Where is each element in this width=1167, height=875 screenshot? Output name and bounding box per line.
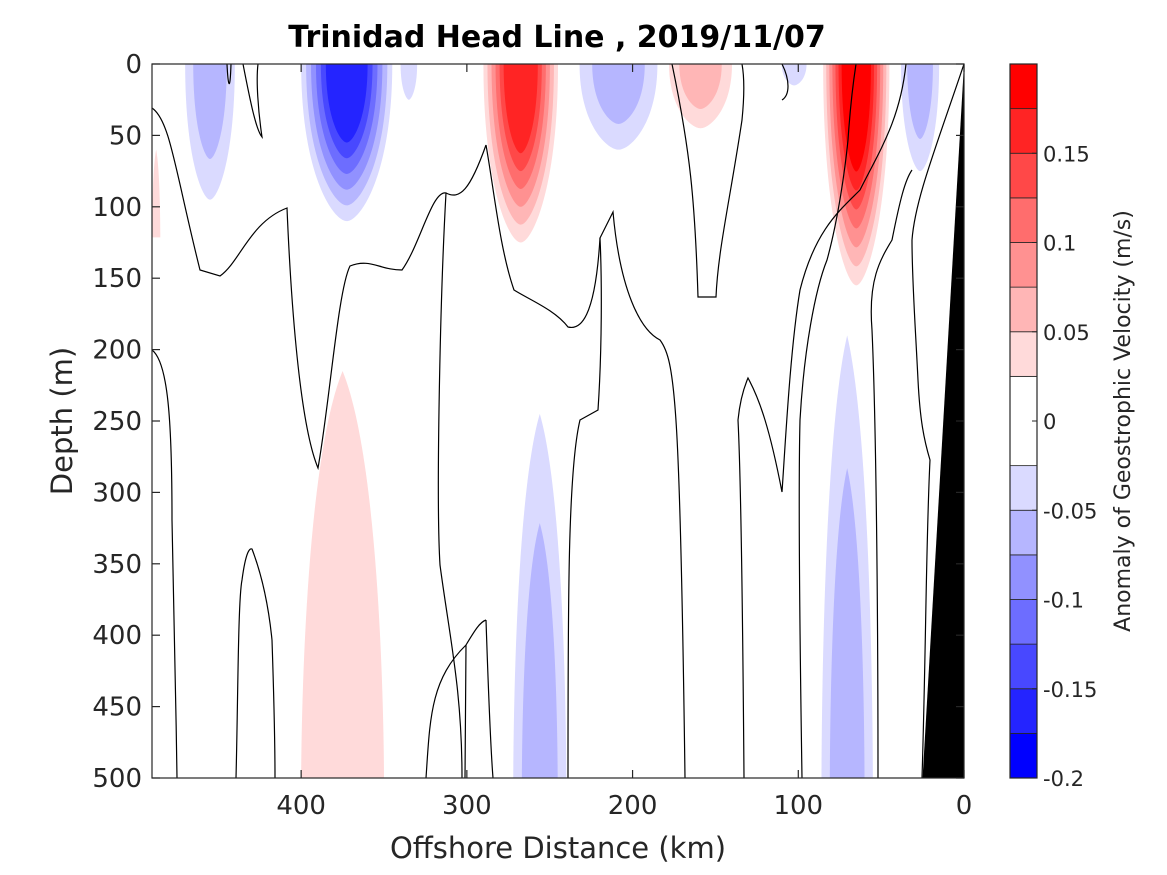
anomaly-band [400,64,418,100]
anomaly-band [152,149,161,238]
colorbar-swatch [1009,242,1038,288]
anomaly-band [829,468,865,778]
y-tick-label: 450 [92,693,142,723]
colorbar-swatch [1009,554,1038,600]
zero-contour-line [798,64,857,778]
zero-contour-line [226,64,789,139]
y-tick-label: 150 [92,264,142,294]
positive-anomaly-9 [152,149,161,238]
colorbar-tick-label: -0.15 [1043,678,1097,702]
anomaly-band [325,64,368,143]
y-tick-label: 250 [92,407,142,437]
x-axis-ticks: 400 300 200 100 0 [276,64,972,821]
x-axis-label: Offshore Distance (km) [390,831,726,865]
colorbar-swatch [1009,732,1038,779]
zero-contour-line [235,548,276,778]
y-tick-label: 500 [92,764,142,794]
plot-area [152,64,964,778]
x-tick-label: 300 [442,791,492,821]
y-tick-label: 300 [92,478,142,508]
zero-contour-line [567,209,686,778]
colorbar-swatch [1009,331,1038,377]
y-tick-label: 0 [125,50,142,80]
y-tick-label: 200 [92,336,142,366]
zero-contour-line [671,64,745,298]
zero-contour-line [911,64,964,778]
velocity-fills [152,64,964,778]
positive-anomaly-10 [301,371,384,778]
zero-contour-line [485,144,601,329]
colorbar-swatch [1009,509,1038,556]
colorbar-swatch [1009,465,1038,511]
colorbar: -0.2 -0.15 -0.1 -0.05 0 0.05 0.1 0.15 [1009,63,1097,791]
anomaly-band [521,523,558,778]
x-tick-label: 200 [608,791,658,821]
colorbar-swatch [1009,63,1038,110]
anomaly-band [301,371,384,778]
y-axis-ticks: 0 50 100 150 200 250 300 350 400 450 500 [92,50,964,794]
x-tick-label: 0 [956,791,973,821]
negative-anomaly-12 [821,335,873,778]
zero-contour-line [737,64,907,778]
anomaly-band [592,64,645,124]
zero-contours [152,64,964,778]
colorbar-label: Anomaly of Geostrophic Velocity (m/s) [1111,210,1136,632]
positive-anomaly-7 [823,64,890,286]
anomaly-band [679,64,722,109]
negative-anomaly-4 [579,64,658,150]
zero-contour-line [870,169,913,778]
positive-anomaly-3 [483,64,558,243]
chart-title: Trinidad Head Line , 2019/11/07 [288,20,825,55]
anomaly-band [193,64,227,159]
anomaly-band [503,64,538,154]
y-tick-label: 350 [92,550,142,580]
colorbar-tick-label: -0.05 [1043,499,1097,523]
colorbar-swatch [1009,599,1038,645]
zero-contour-line [152,107,463,778]
colorbar-swatch [1009,688,1038,734]
negative-anomaly-11 [513,413,567,778]
colorbar-tick-label: 0.1 [1043,232,1076,256]
y-tick-label: 400 [92,621,142,651]
colorbar-tick-label: -0.2 [1043,767,1084,791]
y-tick-label: 100 [92,193,142,223]
colorbar-swatch [1009,286,1038,333]
negative-anomaly-0 [185,64,235,200]
colorbar-tick-label: 0 [1043,410,1056,434]
negative-anomaly-1 [301,64,393,222]
y-tick-label: 50 [109,121,142,151]
negative-anomaly-2 [400,64,418,100]
colorbar-swatch [1009,197,1038,243]
colorbar-swatch [1009,108,1038,154]
bathymetry-mark [922,64,964,778]
colorbar-tick-label: 0.15 [1043,142,1090,166]
y-axis-label: Depth (m) [45,347,79,495]
colorbar-tick-label: -0.1 [1043,589,1084,613]
colorbar-tick-label: 0.05 [1043,321,1090,345]
anomaly-band [907,64,933,139]
colorbar-swatch [1009,643,1038,690]
anomaly-band [841,64,871,172]
x-tick-label: 400 [276,791,326,821]
negative-anomaly-8 [901,64,940,172]
x-tick-label: 100 [773,791,823,821]
zero-contour-line [445,144,487,196]
positive-anomaly-5 [669,64,732,129]
zero-contour-line [152,349,178,778]
zero-contour-line [425,619,494,778]
colorbar-swatch [1009,152,1038,199]
